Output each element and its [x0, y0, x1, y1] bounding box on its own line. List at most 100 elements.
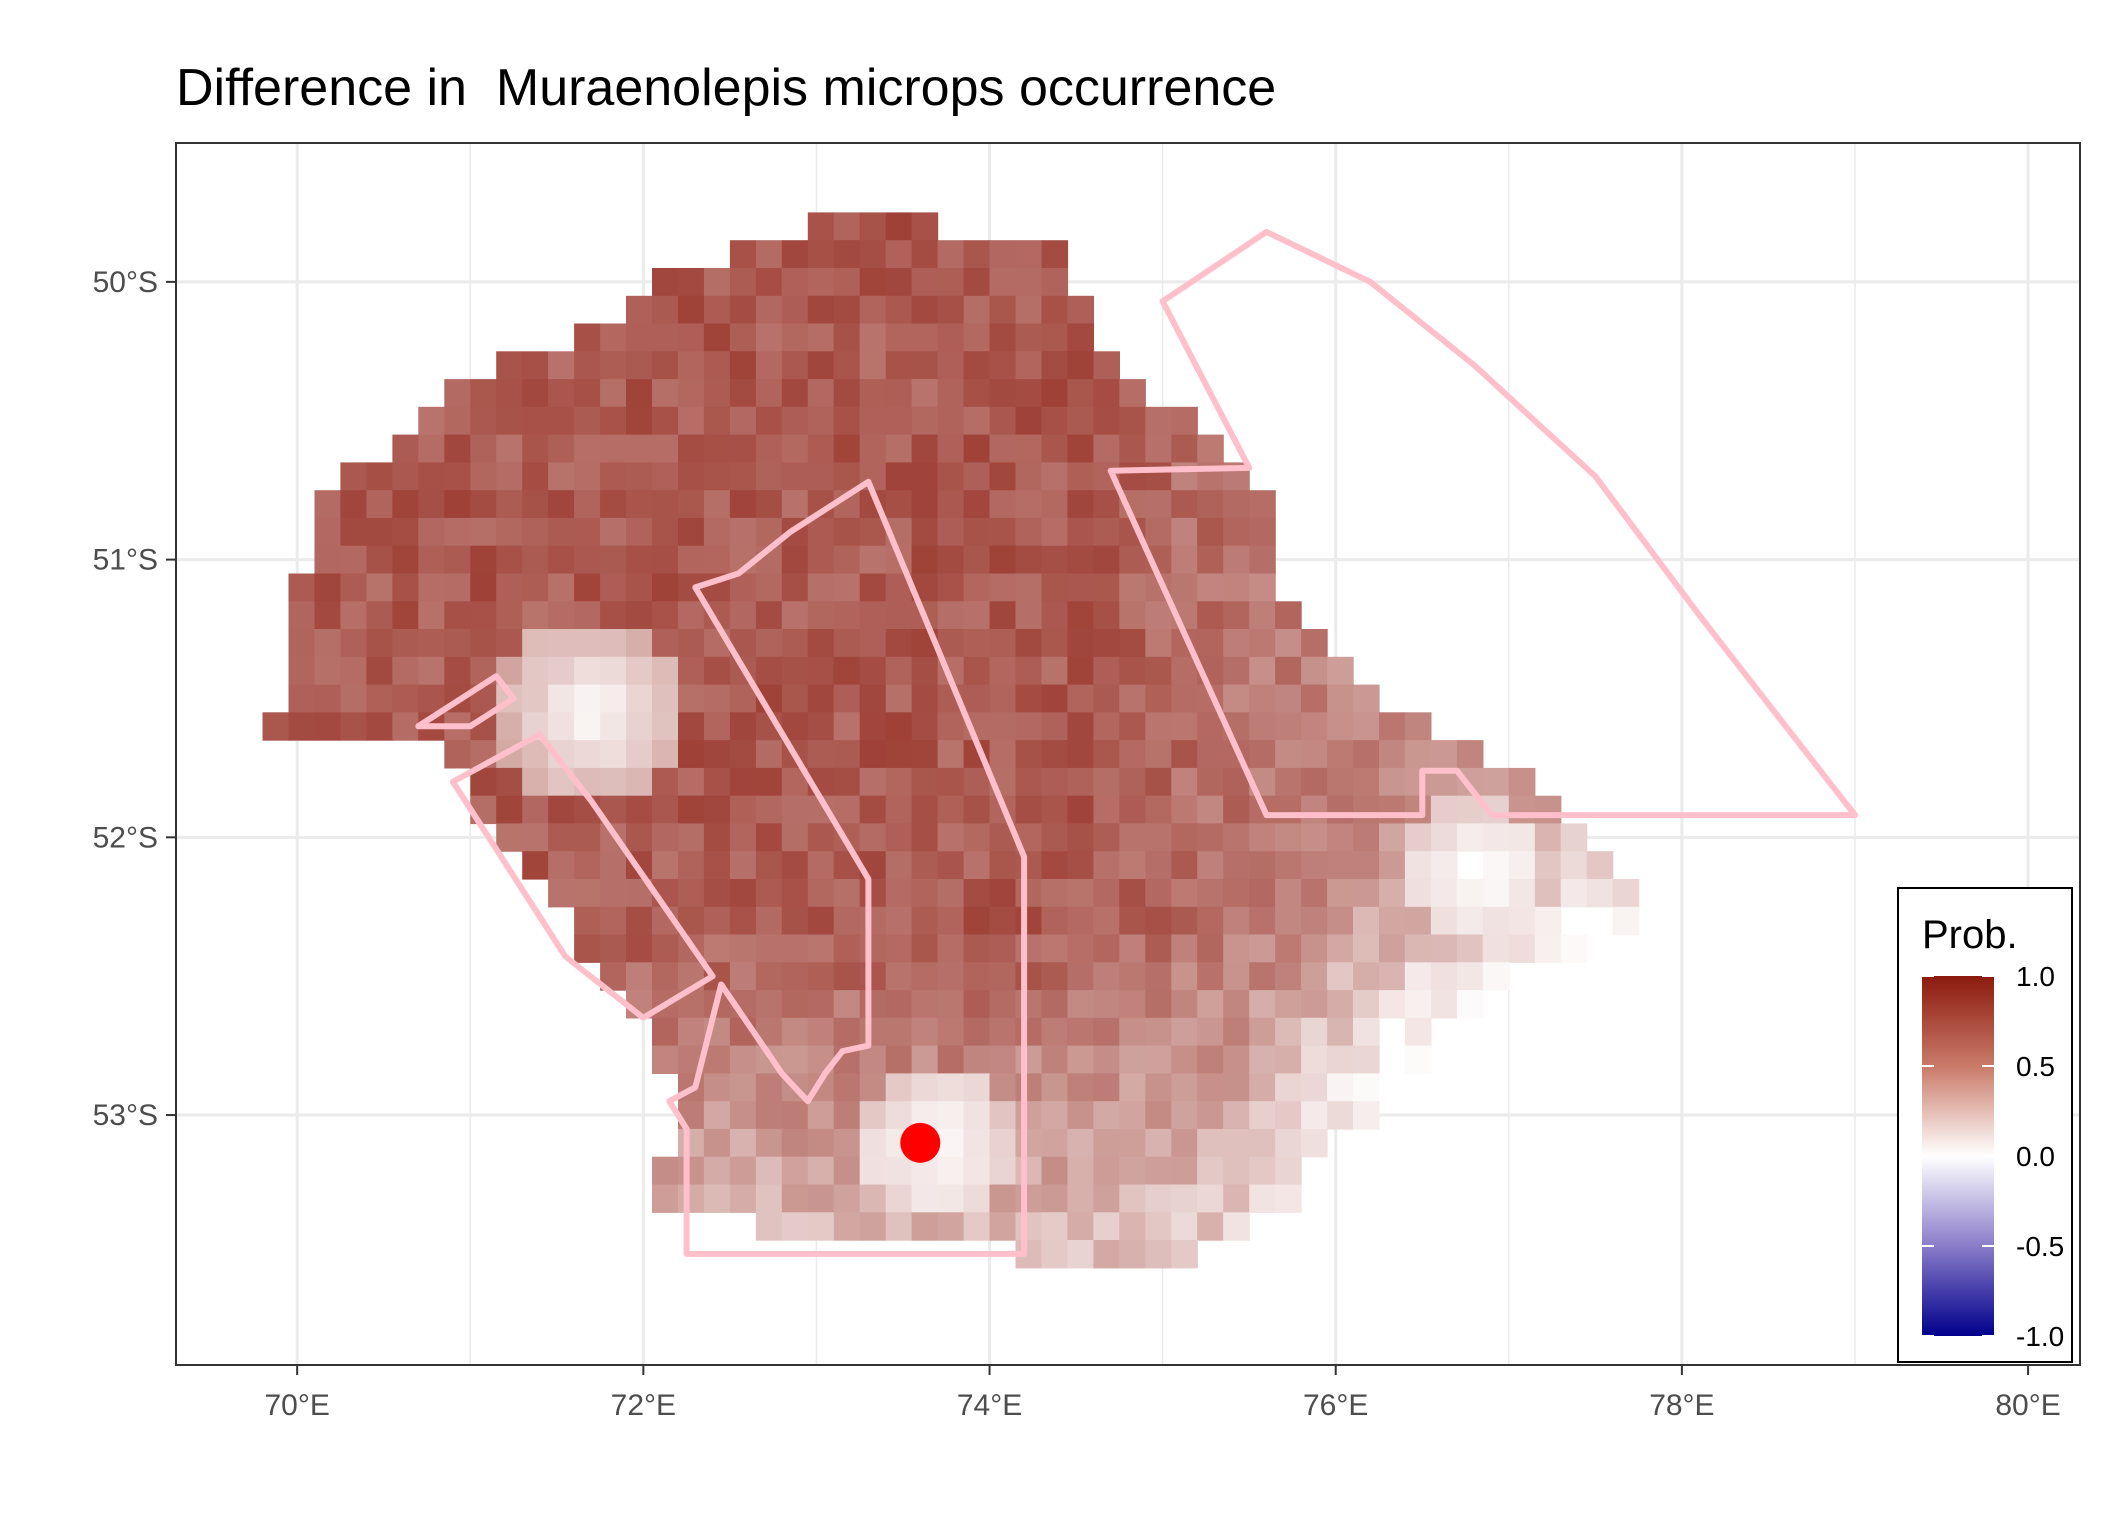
probability-cell: [288, 629, 316, 658]
probability-cell: [1119, 545, 1146, 575]
probability-cell: [1197, 1017, 1224, 1047]
probability-cell: [859, 573, 887, 602]
probability-cell: [314, 517, 342, 547]
probability-cell: [833, 323, 861, 352]
probability-cell: [1015, 240, 1043, 269]
probability-cell: [522, 545, 549, 575]
probability-cell: [1041, 1156, 1069, 1186]
probability-cell: [678, 379, 705, 408]
probability-cell: [911, 1045, 939, 1074]
probability-cell: [1093, 962, 1120, 991]
probability-cell: [1171, 1212, 1198, 1241]
probability-cell: [1093, 1240, 1120, 1269]
probability-cell: [885, 1073, 913, 1102]
probability-cell: [729, 934, 757, 963]
probability-cell: [911, 351, 939, 380]
probability-cell: [1456, 823, 1484, 852]
probability-cell: [1093, 767, 1120, 797]
probability-cell: [626, 545, 653, 575]
probability-cell: [1197, 1045, 1224, 1074]
probability-cell: [1249, 573, 1276, 602]
probability-cell: [1041, 823, 1069, 852]
probability-cell: [1404, 712, 1432, 741]
probability-cell: [781, 240, 809, 269]
probability-cell: [729, 406, 757, 436]
probability-cell: [548, 795, 575, 825]
probability-cell: [755, 323, 783, 352]
probability-cell: [1404, 906, 1432, 936]
probability-cell: [807, 1101, 835, 1130]
probability-cell: [1015, 545, 1043, 575]
probability-cell: [548, 434, 575, 463]
plot-title: Difference in Muraenolepis microps occur…: [176, 59, 1277, 117]
probability-cell: [963, 934, 991, 963]
probability-cell: [807, 1017, 835, 1047]
probability-cell: [755, 851, 783, 880]
probability-cell: [1353, 879, 1380, 908]
probability-cell: [833, 406, 861, 436]
probability-cell: [1327, 740, 1354, 769]
probability-cell: [963, 879, 991, 908]
probability-cell: [366, 712, 393, 741]
probability-cell: [781, 934, 809, 963]
probability-cell: [1223, 545, 1250, 575]
probability-cell: [937, 879, 965, 908]
probability-cell: [885, 740, 913, 769]
probability-raster: [262, 212, 1640, 1269]
probability-cell: [1456, 962, 1484, 991]
probability-cell: [1015, 1017, 1043, 1047]
probability-cell: [1067, 879, 1094, 908]
probability-cell: [911, 656, 939, 686]
probability-cell: [859, 962, 887, 991]
probability-cell: [1249, 1045, 1276, 1074]
probability-cell: [781, 406, 809, 436]
probability-cell: [652, 295, 679, 325]
probability-cell: [937, 351, 965, 380]
probability-cell: [1223, 990, 1250, 1019]
probability-cell: [833, 212, 861, 241]
probability-cell: [1041, 406, 1069, 436]
probability-cell: [1015, 323, 1043, 352]
probability-cell: [963, 1073, 991, 1102]
probability-cell: [1430, 906, 1458, 936]
probability-cell: [1379, 795, 1406, 825]
probability-cell: [1197, 1156, 1224, 1186]
probability-cell: [729, 434, 757, 463]
probability-cell: [678, 601, 705, 630]
probability-cell: [1197, 434, 1224, 463]
probability-cell: [963, 684, 991, 713]
probability-cell: [833, 240, 861, 269]
probability-cell: [833, 740, 861, 769]
probability-cell: [989, 434, 1017, 463]
probability-cell: [937, 851, 965, 880]
probability-cell: [1171, 490, 1198, 519]
probability-cell: [1379, 851, 1406, 880]
probability-cell: [496, 351, 523, 380]
probability-cell: [963, 1128, 991, 1158]
probability-cell: [574, 573, 601, 602]
probability-cell: [911, 545, 939, 575]
probability-cell: [1093, 1045, 1120, 1074]
probability-cell: [859, 1156, 887, 1186]
probability-cell: [989, 934, 1017, 963]
probability-cell: [989, 1184, 1017, 1213]
probability-cell: [314, 573, 342, 602]
probability-cell: [807, 1212, 835, 1241]
probability-cell: [652, 545, 679, 575]
probability-cell: [859, 740, 887, 769]
probability-cell: [652, 823, 679, 852]
probability-cell: [859, 1073, 887, 1102]
probability-cell: [807, 990, 835, 1019]
probability-cell: [885, 434, 913, 463]
probability-cell: [1145, 629, 1172, 658]
probability-cell: [1145, 406, 1172, 436]
probability-cell: [1275, 629, 1302, 658]
probability-cell: [807, 629, 835, 658]
probability-cell: [1093, 906, 1120, 936]
probability-cell: [1119, 629, 1146, 658]
probability-cell: [963, 351, 991, 380]
probability-cell: [911, 879, 939, 908]
probability-cell: [755, 767, 783, 797]
probability-cell: [807, 879, 835, 908]
probability-cell: [703, 740, 731, 769]
